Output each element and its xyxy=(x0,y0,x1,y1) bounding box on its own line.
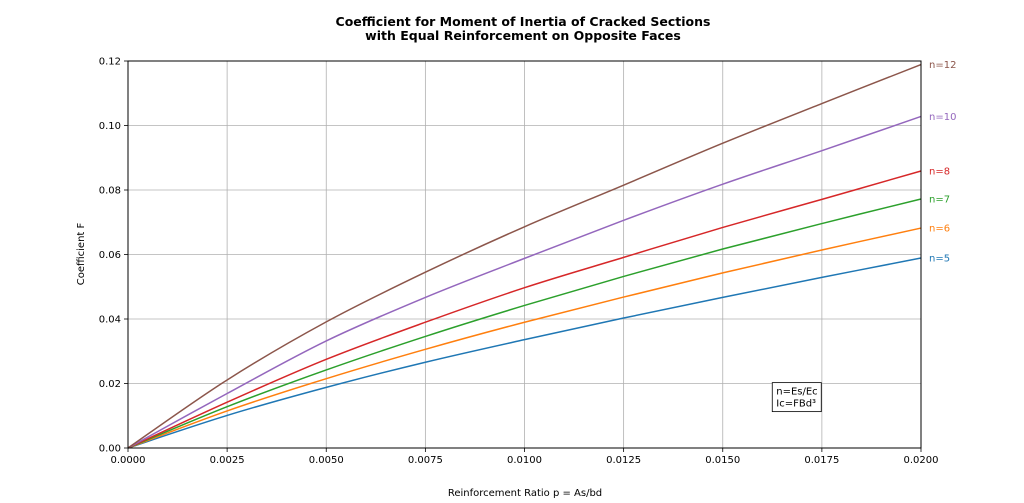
x-tick-label: 0.0050 xyxy=(309,455,344,466)
series-line-n-5 xyxy=(127,257,922,449)
x-tick-label: 0.0075 xyxy=(408,455,443,466)
series-label-n-7: n=7 xyxy=(929,195,950,206)
annotation-box: n=Es/Ec Ic=FBd³ xyxy=(771,382,822,413)
x-tick-label: 0.0200 xyxy=(904,455,939,466)
y-tick-label: 0.12 xyxy=(99,57,121,68)
x-tick-label: 0.0000 xyxy=(111,455,146,466)
annotation-line-2: Ic=FBd³ xyxy=(776,399,816,410)
series-line-n-7 xyxy=(127,198,922,449)
x-tick-label: 0.0150 xyxy=(705,455,740,466)
x-tick-label: 0.0025 xyxy=(210,455,245,466)
series-line-n-8 xyxy=(127,170,922,449)
series-label-n-12: n=12 xyxy=(929,60,956,71)
series-line-n-6 xyxy=(127,227,922,449)
x-axis-label: Reinforcement Ratio p = As/bd xyxy=(448,488,602,499)
y-tick-label: 0.00 xyxy=(99,444,121,455)
annotation-line-1: n=Es/Ec xyxy=(776,387,817,398)
y-tick-label: 0.08 xyxy=(99,186,121,197)
y-axis-label: Coefficient F xyxy=(76,222,87,285)
series-label-n-8: n=8 xyxy=(929,166,950,177)
series-lines xyxy=(127,63,922,449)
series-line-n-10 xyxy=(127,115,922,449)
annotation-frame xyxy=(771,382,822,413)
series-label-n-6: n=6 xyxy=(929,224,950,235)
y-tick-label: 0.02 xyxy=(99,379,121,390)
series-label-n-10: n=10 xyxy=(929,112,956,123)
ticks: 0.0000 0.0025 0.0050 0.0075 0.0100 0.0125 0.01… xyxy=(99,57,939,467)
series-label-n-5: n=5 xyxy=(929,254,950,265)
chart-title-line-1: Coefficient for Moment of Inertia of Cra… xyxy=(336,14,711,29)
chart-title-line-2: with Equal Reinforcement on Opposite Fac… xyxy=(365,28,681,43)
series-labels: n=5 n=6 n=7 n=8 n=10 n=12 xyxy=(929,60,956,264)
y-tick-label: 0.04 xyxy=(99,315,121,326)
series-line-n-12 xyxy=(127,63,922,449)
x-tick-label: 0.0175 xyxy=(804,455,839,466)
x-tick-label: 0.0125 xyxy=(606,455,641,466)
x-tick-label: 0.0100 xyxy=(507,455,542,466)
y-tick-label: 0.10 xyxy=(99,121,121,132)
y-tick-label: 0.06 xyxy=(99,250,121,261)
